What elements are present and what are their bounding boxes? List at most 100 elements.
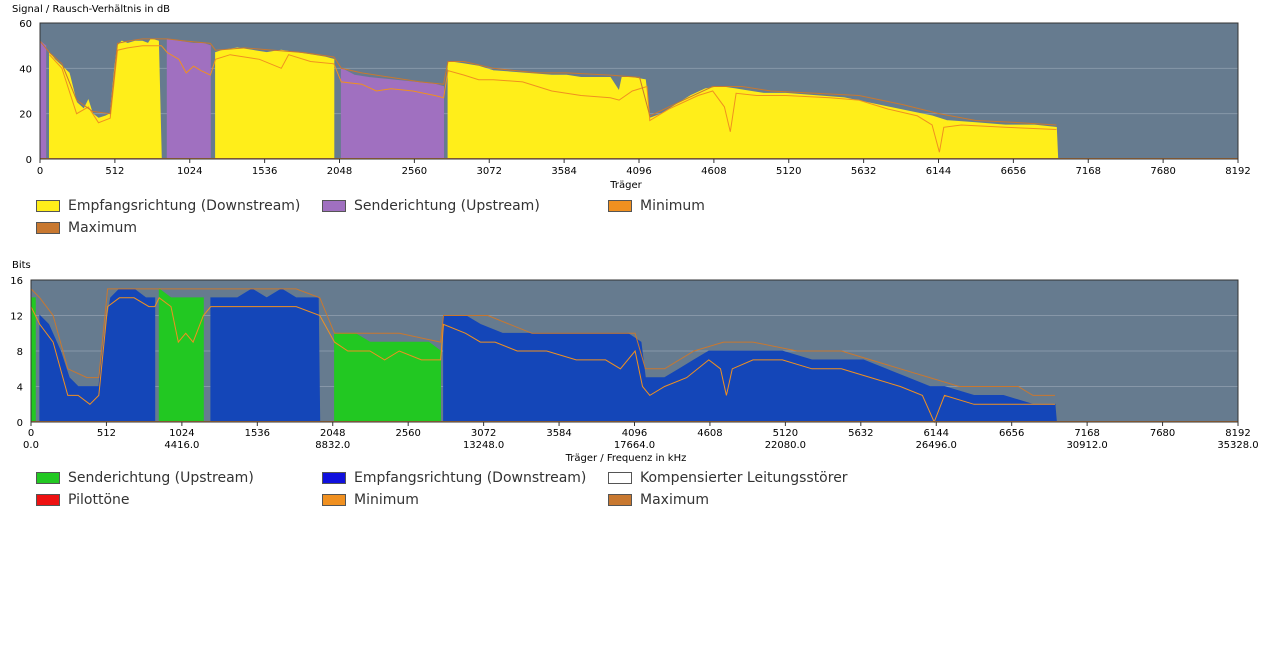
x-tick-label: 3072 (471, 428, 496, 439)
y-tick-label: 20 (19, 110, 32, 121)
x-tick-label: 5632 (848, 428, 873, 439)
legend-item-pilot[interactable]: Pilottöne (36, 492, 130, 508)
legend-item-upstream-bits[interactable]: Senderichtung (Upstream) (36, 470, 254, 486)
x-tick-label: 3584 (546, 428, 571, 439)
frequency-tick-label: 35328.0 (1217, 440, 1258, 451)
frequency-tick-label: 8832.0 (315, 440, 350, 451)
x-tick-label: 2560 (395, 428, 420, 439)
legend-item-minimum-snr[interactable]: Minimum (608, 198, 705, 214)
x-tick-label: 5632 (851, 166, 876, 177)
maximum-line (30, 288, 1055, 396)
x-tick-label: 1536 (252, 166, 277, 177)
x-tick-label: 4096 (626, 166, 651, 177)
x-tick-label: 6656 (999, 428, 1024, 439)
swatch-upstream-snr (322, 200, 346, 212)
x-tick-label: 2048 (327, 166, 352, 177)
legend-label: Empfangsrichtung (Downstream) (354, 470, 587, 486)
bits-series (30, 288, 1238, 424)
frequency-tick-label: 17664.0 (614, 440, 655, 451)
x-tick-label: 8192 (1225, 428, 1250, 439)
minimum-line (49, 45, 1057, 153)
x-tick-label: 1536 (245, 428, 270, 439)
legend-item-minimum-bits[interactable]: Minimum (322, 492, 419, 508)
y-tick-label: 12 (10, 312, 23, 323)
maximum-line (39, 38, 1057, 126)
area-segment-downstream-snr (447, 61, 1059, 160)
area-segment-downstream-bits (210, 288, 321, 423)
x-tick-label: 6656 (1001, 166, 1026, 177)
x-tick-label: 5120 (776, 166, 801, 177)
x-tick-label: 7680 (1150, 166, 1175, 177)
x-tick-label: 0 (37, 166, 43, 177)
swatch-minimum-bits (322, 494, 346, 506)
legend-label: Maximum (640, 492, 709, 508)
area-segment-upstream-snr (39, 40, 47, 160)
y-tick-label: 4 (17, 383, 23, 394)
area-segment-upstream-bits (30, 297, 36, 423)
frequency-tick-label: 4416.0 (164, 440, 199, 451)
legend-item-upstream-snr[interactable]: Senderichtung (Upstream) (322, 198, 540, 214)
area-segment-downstream-snr (215, 47, 335, 160)
frequency-tick-label: 30912.0 (1066, 440, 1107, 451)
legend-label: Empfangsrichtung (Downstream) (68, 198, 301, 214)
y-tick-label: 8 (17, 347, 23, 358)
x-tick-label: 5120 (773, 428, 798, 439)
x-tick-label: 6144 (926, 166, 951, 177)
legend-label: Senderichtung (Upstream) (68, 470, 254, 486)
bits-chart-title: Bits (12, 260, 31, 271)
area-segment-upstream-snr (340, 67, 445, 160)
area-segment-downstream-bits (39, 288, 156, 423)
legend-label: Maximum (68, 220, 137, 236)
snr-x-axis-label: Träger (609, 180, 642, 191)
legend-item-downstream-bits[interactable]: Empfangsrichtung (Downstream) (322, 470, 586, 486)
x-tick-label: 6144 (924, 428, 949, 439)
x-tick-label: 2048 (320, 428, 345, 439)
frequency-tick-label: 22080.0 (765, 440, 806, 451)
x-tick-label: 2560 (402, 166, 427, 177)
x-tick-label: 3584 (551, 166, 576, 177)
x-tick-label: 8192 (1225, 166, 1250, 177)
legend-label: Kompensierter Leitungsstörer (640, 470, 848, 486)
swatch-downstream-bits (322, 472, 346, 484)
legend-item-maximum-bits[interactable]: Maximum (608, 492, 709, 508)
x-tick-label: 1024 (177, 166, 202, 177)
x-tick-label: 4608 (697, 428, 722, 439)
swatch-upstream-bits (36, 472, 60, 484)
x-tick-label: 1024 (169, 428, 194, 439)
x-tick-label: 0 (28, 428, 34, 439)
x-tick-label: 3072 (477, 166, 502, 177)
legend-item-maximum-snr[interactable]: Maximum (36, 220, 137, 236)
snr-axes: 0 20 40 60 0 512 1024 1536 2048 2560 3072 3584 4096 4… (19, 19, 1250, 177)
legend-item-downstream-snr[interactable]: Empfangsrichtung (Downstream) (36, 198, 300, 214)
plot-frame (39, 22, 1239, 160)
x-tick-label: 4096 (622, 428, 647, 439)
x-tick-label: 7168 (1076, 166, 1101, 177)
y-tick-label: 0 (26, 155, 32, 166)
legend-label: Pilottöne (68, 492, 130, 508)
x-tick-label: 512 (105, 166, 124, 177)
x-tick-label: 7168 (1074, 428, 1099, 439)
frequency-tick-label: 13248.0 (463, 440, 504, 451)
y-tick-label: 60 (19, 19, 32, 30)
swatch-pilot (36, 494, 60, 506)
area-segment-upstream-bits (158, 288, 204, 423)
y-tick-label: 16 (10, 276, 23, 287)
legend-label: Senderichtung (Upstream) (354, 198, 540, 214)
y-tick-label: 40 (19, 64, 32, 75)
frequency-tick-label: 0.0 (23, 440, 39, 451)
bits-x-axis-label: Träger / Frequenz in kHz (565, 453, 687, 464)
x-tick-label: 7680 (1150, 428, 1175, 439)
legend-label: Minimum (640, 198, 705, 214)
plot-frame (30, 279, 1239, 423)
snr-chart-title: Signal / Rausch-Verhältnis in dB (12, 4, 170, 15)
swatch-compensated (608, 472, 632, 484)
swatch-downstream-snr (36, 200, 60, 212)
area-segment-upstream-bits (334, 332, 442, 423)
legend-item-compensated[interactable]: Kompensierter Leitungsstörer (608, 470, 848, 486)
minimum-line (30, 297, 1055, 424)
frequency-tick-label: 26496.0 (916, 440, 957, 451)
x-tick-label: 4608 (701, 166, 726, 177)
swatch-maximum-snr (36, 222, 60, 234)
x-tick-label: 512 (97, 428, 116, 439)
